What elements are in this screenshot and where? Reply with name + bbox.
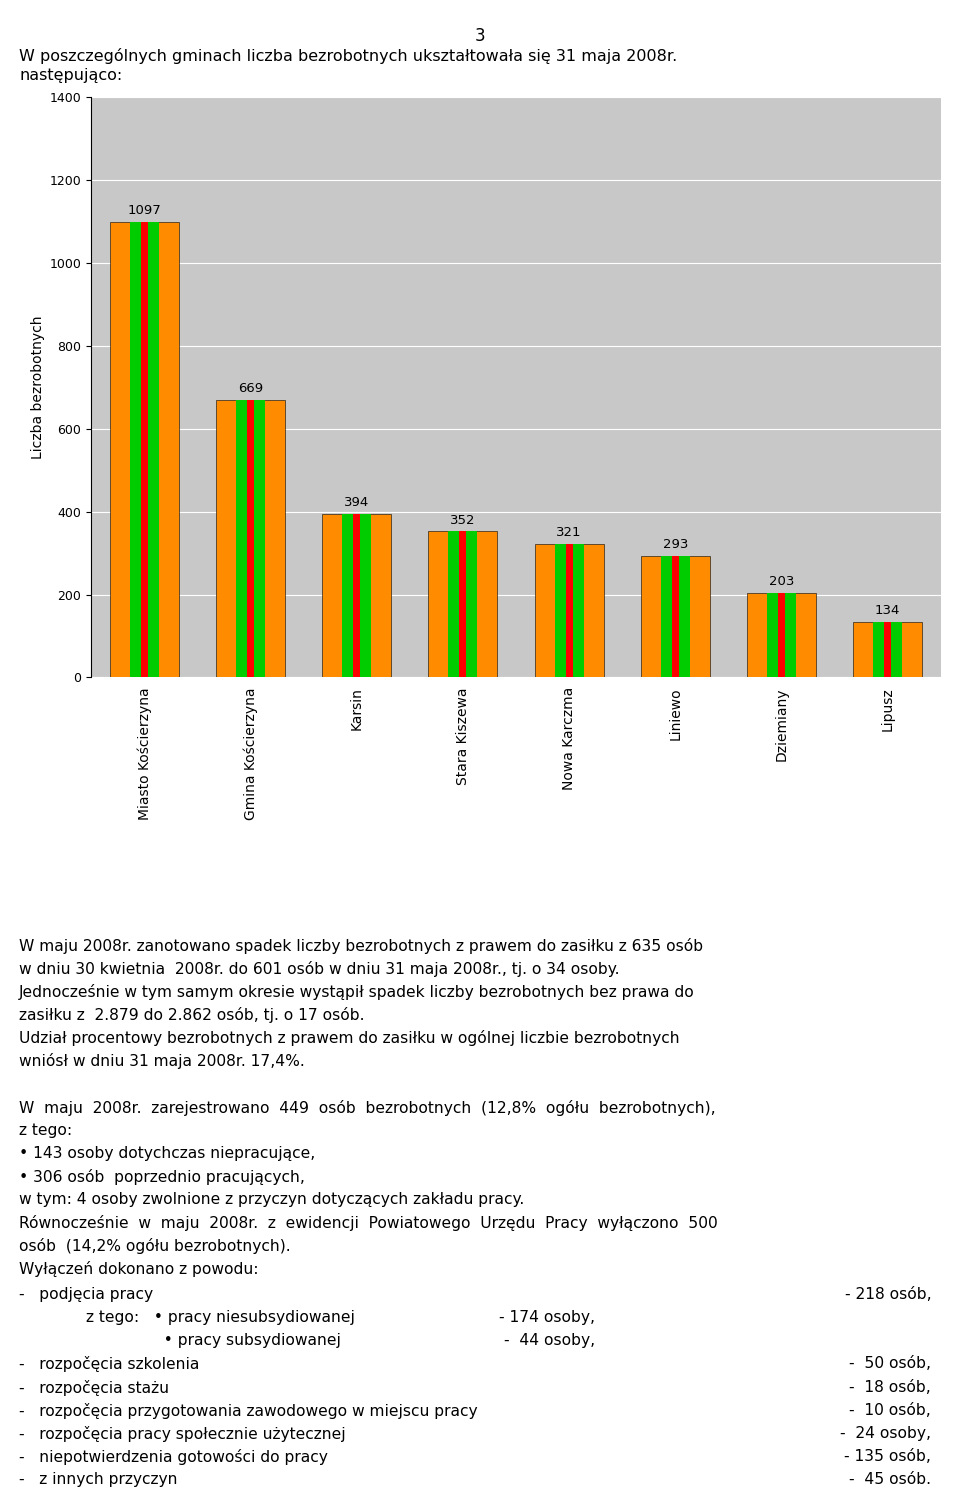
Bar: [141, 222, 148, 677]
Bar: [247, 401, 254, 677]
Bar: [747, 593, 816, 677]
Text: -   rozpočęcia przygotowania zawodowego w miejscu pracy: - rozpočęcia przygotowania zawodowego w …: [19, 1403, 478, 1419]
Bar: [460, 532, 467, 677]
Text: -   z innych przyczyn: - z innych przyczyn: [19, 1471, 178, 1488]
Text: - 218 osób,: - 218 osób,: [845, 1286, 931, 1303]
Text: z tego:: z tego:: [19, 1123, 72, 1138]
Text: • pracy subsydiowanej: • pracy subsydiowanej: [110, 1334, 341, 1349]
Bar: [853, 622, 923, 677]
Bar: [874, 622, 902, 677]
Text: 1097: 1097: [128, 204, 161, 217]
Text: W  maju  2008r.  zarejestrowano  449  osób  bezrobotnych  (12,8%  ogółu  bezrobo: W maju 2008r. zarejestrowano 449 osób be…: [19, 1099, 716, 1115]
Bar: [323, 514, 392, 677]
Text: W maju 2008r. zanotowano spadek liczby bezrobotnych z prawem do zasiłku z 635 os: W maju 2008r. zanotowano spadek liczby b…: [19, 938, 704, 954]
Text: -  50 osób,: - 50 osób,: [850, 1356, 931, 1371]
Text: 3: 3: [474, 27, 486, 45]
Text: -   niepotwierdzenia gotowości do pracy: - niepotwierdzenia gotowości do pracy: [19, 1449, 328, 1465]
Text: 394: 394: [344, 496, 370, 509]
Text: 321: 321: [557, 527, 582, 539]
Bar: [767, 593, 796, 677]
Bar: [778, 593, 785, 677]
Text: wniósł w dniu 31 maja 2008r. 17,4%.: wniósł w dniu 31 maja 2008r. 17,4%.: [19, 1054, 305, 1069]
Text: -   rozpočęcia stażu: - rozpočęcia stażu: [19, 1379, 169, 1395]
Text: - 135 osób,: - 135 osób,: [845, 1449, 931, 1464]
Bar: [660, 555, 690, 677]
Text: 293: 293: [662, 538, 688, 551]
Bar: [216, 401, 285, 677]
Text: -  18 osób,: - 18 osób,: [850, 1379, 931, 1395]
Text: Wyłączeń dokonano z powodu:: Wyłączeń dokonano z powodu:: [19, 1261, 258, 1278]
Text: osób  (14,2% ogółu bezrobotnych).: osób (14,2% ogółu bezrobotnych).: [19, 1239, 291, 1254]
Bar: [448, 532, 477, 677]
Text: -   rozpočęcia szkolenia: - rozpočęcia szkolenia: [19, 1356, 200, 1373]
Text: w tym: 4 osoby zwolnione z przyczyn dotyczących zakładu pracy.: w tym: 4 osoby zwolnione z przyczyn doty…: [19, 1191, 524, 1208]
Text: Równocześnie  w  maju  2008r.  z  ewidencji  Powiatowego  Urzędu  Pracy  wyłączo: Równocześnie w maju 2008r. z ewidencji P…: [19, 1215, 718, 1231]
Text: zasiłku z  2.879 do 2.862 osób, tj. o 17 osób.: zasiłku z 2.879 do 2.862 osób, tj. o 17 …: [19, 1007, 365, 1023]
Text: Jednocześnie w tym samym okresie wystąpił spadek liczby bezrobotnych bez prawa d: Jednocześnie w tym samym okresie wystąpi…: [19, 984, 695, 1001]
Text: -   podjęcia pracy: - podjęcia pracy: [19, 1286, 154, 1303]
Text: Udział procentowy bezrobotnych z prawem do zasiłku w ogólnej liczbie bezrobotnyc: Udział procentowy bezrobotnych z prawem …: [19, 1030, 680, 1047]
Text: W poszczególnych gminach liczba bezrobotnych ukształtowała się 31 maja 2008r.: W poszczególnych gminach liczba bezrobot…: [19, 48, 678, 64]
Text: 134: 134: [875, 605, 900, 616]
Text: -  24 osoby,: - 24 osoby,: [840, 1426, 931, 1441]
Bar: [535, 545, 604, 677]
Bar: [130, 222, 158, 677]
Text: 669: 669: [238, 383, 263, 395]
Bar: [428, 532, 497, 677]
Text: w dniu 30 kwietnia  2008r. do 601 osób w dniu 31 maja 2008r., tj. o 34 osoby.: w dniu 30 kwietnia 2008r. do 601 osób w …: [19, 962, 620, 977]
Bar: [109, 222, 179, 677]
Text: -  10 osób,: - 10 osób,: [850, 1403, 931, 1418]
Bar: [884, 622, 891, 677]
Text: -  44 osoby,: - 44 osoby,: [504, 1334, 595, 1349]
Text: • 306 osób  poprzednio pracujących,: • 306 osób poprzednio pracujących,: [19, 1169, 305, 1185]
Bar: [565, 545, 572, 677]
Bar: [555, 545, 584, 677]
Bar: [236, 401, 265, 677]
Bar: [353, 514, 360, 677]
Text: • 143 osoby dotychczas niepracujące,: • 143 osoby dotychczas niepracujące,: [19, 1147, 316, 1161]
Text: -  45 osób.: - 45 osób.: [850, 1471, 931, 1488]
Text: - 174 osoby,: - 174 osoby,: [499, 1310, 595, 1325]
Text: -   rozpočęcia pracy społecznie użytecznej: - rozpočęcia pracy społecznie użytecznej: [19, 1426, 346, 1441]
Bar: [640, 555, 709, 677]
Text: z tego:   • pracy niesubsydiowanej: z tego: • pracy niesubsydiowanej: [86, 1310, 355, 1325]
Y-axis label: Liczba bezrobotnych: Liczba bezrobotnych: [32, 316, 45, 459]
Text: następująco:: następująco:: [19, 68, 123, 83]
Bar: [342, 514, 372, 677]
Text: 352: 352: [450, 514, 475, 527]
Bar: [672, 555, 679, 677]
Text: 203: 203: [769, 575, 794, 588]
